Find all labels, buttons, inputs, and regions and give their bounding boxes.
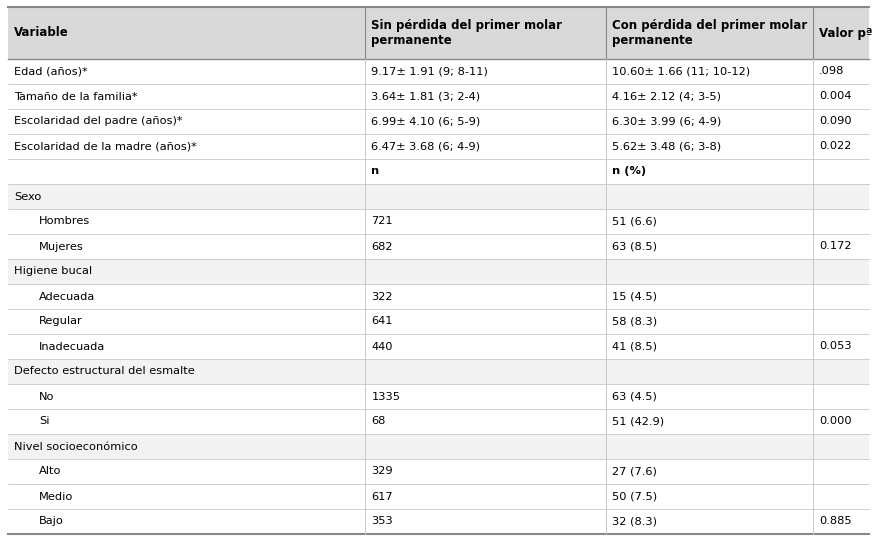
- Text: Variable: Variable: [14, 27, 68, 40]
- Text: 6.99± 4.10 (6; 5-9): 6.99± 4.10 (6; 5-9): [371, 117, 481, 126]
- Text: 15 (4.5): 15 (4.5): [612, 292, 658, 301]
- Text: 721: 721: [371, 216, 393, 227]
- Text: Escolaridad de la madre (años)*: Escolaridad de la madre (años)*: [14, 141, 196, 152]
- Text: Higiene bucal: Higiene bucal: [14, 267, 92, 276]
- Text: 0.022: 0.022: [819, 141, 852, 151]
- Text: 50 (7.5): 50 (7.5): [612, 492, 658, 501]
- Text: 4.16± 2.12 (4; 3-5): 4.16± 2.12 (4; 3-5): [612, 92, 722, 101]
- Text: Tamaño de la familia*: Tamaño de la familia*: [14, 92, 138, 101]
- Bar: [8, 184, 869, 209]
- Text: 63 (8.5): 63 (8.5): [612, 242, 658, 251]
- Text: 41 (8.5): 41 (8.5): [612, 341, 658, 352]
- Text: Valor pª: Valor pª: [819, 27, 873, 40]
- Text: 58 (8.3): 58 (8.3): [612, 317, 658, 326]
- Text: 6.47± 3.68 (6; 4-9): 6.47± 3.68 (6; 4-9): [371, 141, 481, 152]
- Bar: [8, 359, 869, 384]
- Text: .098: .098: [819, 66, 845, 76]
- Text: Adecuada: Adecuada: [39, 292, 96, 301]
- Text: 5.62± 3.48 (6; 3-8): 5.62± 3.48 (6; 3-8): [612, 141, 722, 152]
- Text: Edad (años)*: Edad (años)*: [14, 67, 88, 76]
- Text: 10.60± 1.66 (11; 10-12): 10.60± 1.66 (11; 10-12): [612, 67, 751, 76]
- Text: Bajo: Bajo: [39, 517, 64, 526]
- Text: 51 (6.6): 51 (6.6): [612, 216, 657, 227]
- Text: Mujeres: Mujeres: [39, 242, 83, 251]
- Text: Con pérdida del primer molar
permanente: Con pérdida del primer molar permanente: [612, 19, 808, 47]
- Text: 0.000: 0.000: [819, 416, 852, 426]
- Text: 0.004: 0.004: [819, 91, 852, 101]
- Text: 322: 322: [371, 292, 393, 301]
- Text: Alto: Alto: [39, 467, 61, 476]
- Text: 63 (4.5): 63 (4.5): [612, 391, 657, 402]
- Text: Hombres: Hombres: [39, 216, 90, 227]
- Text: 0.885: 0.885: [819, 516, 852, 526]
- Text: Si: Si: [39, 416, 49, 427]
- Text: 32 (8.3): 32 (8.3): [612, 517, 658, 526]
- Text: No: No: [39, 391, 54, 402]
- Text: n (%): n (%): [612, 166, 646, 177]
- Text: 440: 440: [371, 341, 393, 352]
- Text: 682: 682: [371, 242, 393, 251]
- Bar: [8, 259, 869, 284]
- Text: 6.30± 3.99 (6; 4-9): 6.30± 3.99 (6; 4-9): [612, 117, 722, 126]
- Text: Escolaridad del padre (años)*: Escolaridad del padre (años)*: [14, 117, 182, 126]
- Text: 641: 641: [371, 317, 393, 326]
- Text: 329: 329: [371, 467, 393, 476]
- Bar: [8, 434, 869, 459]
- Text: 353: 353: [371, 517, 393, 526]
- Text: 0.172: 0.172: [819, 241, 852, 251]
- Text: 3.64± 1.81 (3; 2-4): 3.64± 1.81 (3; 2-4): [371, 92, 481, 101]
- Text: Sexo: Sexo: [14, 191, 41, 202]
- Text: 51 (42.9): 51 (42.9): [612, 416, 665, 427]
- Text: 9.17± 1.91 (9; 8-11): 9.17± 1.91 (9; 8-11): [371, 67, 488, 76]
- Text: 0.090: 0.090: [819, 116, 852, 126]
- Text: Sin pérdida del primer molar
permanente: Sin pérdida del primer molar permanente: [371, 19, 562, 47]
- Text: Medio: Medio: [39, 492, 74, 501]
- Text: Inadecuada: Inadecuada: [39, 341, 105, 352]
- Text: 1335: 1335: [371, 391, 400, 402]
- Text: 68: 68: [371, 416, 386, 427]
- Text: Defecto estructural del esmalte: Defecto estructural del esmalte: [14, 366, 195, 377]
- Bar: [8, 7, 869, 59]
- Text: n: n: [371, 166, 380, 177]
- Text: Regular: Regular: [39, 317, 82, 326]
- Text: 617: 617: [371, 492, 393, 501]
- Text: Nivel socioeconómico: Nivel socioeconómico: [14, 442, 138, 451]
- Text: 0.053: 0.053: [819, 341, 852, 351]
- Text: 27 (7.6): 27 (7.6): [612, 467, 657, 476]
